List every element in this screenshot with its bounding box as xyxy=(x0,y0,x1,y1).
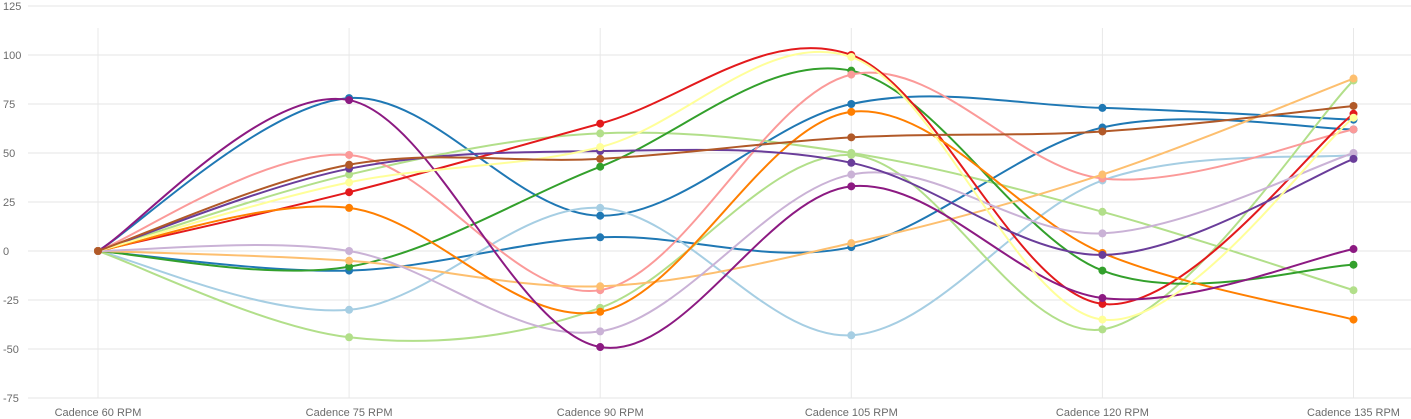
data-point[interactable] xyxy=(345,203,354,212)
data-point[interactable] xyxy=(1098,266,1107,275)
data-point[interactable] xyxy=(1349,101,1358,110)
x-tick-label: Cadence 105 RPM xyxy=(805,407,898,419)
data-point[interactable] xyxy=(596,343,605,352)
series-line xyxy=(97,95,1354,252)
data-point[interactable] xyxy=(1098,170,1107,179)
y-tick-label: -25 xyxy=(3,295,19,307)
data-point[interactable] xyxy=(345,96,354,105)
data-point[interactable] xyxy=(847,158,856,167)
series-line xyxy=(97,104,1354,252)
series-group xyxy=(94,47,1358,352)
y-tick-label: 100 xyxy=(3,50,21,62)
x-tick-label: Cadence 90 RPM xyxy=(557,407,644,419)
data-point[interactable] xyxy=(1349,113,1358,122)
data-point[interactable] xyxy=(1349,154,1358,163)
data-point[interactable] xyxy=(345,150,354,159)
data-point[interactable] xyxy=(345,188,354,197)
data-point[interactable] xyxy=(1349,125,1358,134)
x-tick-label: Cadence 135 RPM xyxy=(1307,407,1400,419)
series-line xyxy=(97,47,1355,306)
data-point[interactable] xyxy=(1098,207,1107,216)
y-tick-label: -75 xyxy=(3,393,19,405)
y-axis: 125 100 75 50 25 0 -25 -50 -75 xyxy=(3,1,21,405)
data-point[interactable] xyxy=(847,107,856,116)
data-point[interactable] xyxy=(847,239,856,248)
series-line xyxy=(97,50,1355,321)
data-point[interactable] xyxy=(1098,127,1107,136)
data-point[interactable] xyxy=(345,247,354,255)
series-line xyxy=(97,148,1354,256)
series-12 xyxy=(94,96,1358,352)
data-point[interactable] xyxy=(847,182,856,191)
data-point[interactable] xyxy=(847,133,856,142)
data-point[interactable] xyxy=(345,333,354,342)
data-point[interactable] xyxy=(847,331,856,340)
series-line xyxy=(97,71,1354,293)
y-tick-label: 75 xyxy=(3,99,15,111)
data-point[interactable] xyxy=(847,100,856,108)
series-9 xyxy=(94,107,1358,324)
data-point[interactable] xyxy=(1098,299,1107,308)
y-tick-label: 25 xyxy=(3,197,15,209)
data-point[interactable] xyxy=(847,170,856,179)
data-point[interactable] xyxy=(847,150,856,159)
series-line xyxy=(97,152,1354,334)
series-line xyxy=(97,79,1355,342)
data-point[interactable] xyxy=(596,203,605,212)
series-line xyxy=(97,118,1354,272)
data-point[interactable] xyxy=(1098,325,1107,334)
data-point[interactable] xyxy=(345,262,354,271)
x-tick-label: Cadence 75 RPM xyxy=(306,407,393,419)
data-point[interactable] xyxy=(596,327,605,336)
data-point[interactable] xyxy=(1098,294,1107,303)
x-axis: Cadence 60 RPM Cadence 75 RPM Cadence 90 R… xyxy=(55,407,1400,419)
data-point[interactable] xyxy=(345,256,354,265)
y-tick-label: -50 xyxy=(3,344,19,356)
data-point[interactable] xyxy=(596,307,605,316)
data-point[interactable] xyxy=(1098,103,1107,112)
series-line xyxy=(97,110,1354,321)
data-point[interactable] xyxy=(1098,250,1107,259)
data-point[interactable] xyxy=(345,305,354,314)
data-point[interactable] xyxy=(596,143,605,152)
data-point[interactable] xyxy=(1349,315,1358,324)
series-line xyxy=(97,67,1354,285)
data-point[interactable] xyxy=(596,129,605,138)
data-point[interactable] xyxy=(596,233,605,242)
series-line xyxy=(97,97,1354,349)
data-point[interactable] xyxy=(345,160,354,169)
data-point[interactable] xyxy=(596,211,605,220)
x-tick-label: Cadence 60 RPM xyxy=(55,407,142,419)
data-point[interactable] xyxy=(1349,245,1358,254)
y-tick-label: 125 xyxy=(3,1,21,13)
data-point[interactable] xyxy=(94,247,102,255)
y-tick-label: 0 xyxy=(3,246,9,258)
data-point[interactable] xyxy=(1349,286,1358,295)
series-line xyxy=(97,77,1354,288)
data-point[interactable] xyxy=(596,154,605,163)
data-point[interactable] xyxy=(596,162,605,171)
data-point[interactable] xyxy=(847,52,856,61)
data-point[interactable] xyxy=(596,282,605,291)
data-point[interactable] xyxy=(1098,229,1107,238)
data-point[interactable] xyxy=(1349,260,1358,269)
series-line xyxy=(97,131,1354,292)
series-14 xyxy=(94,101,1358,255)
y-tick-label: 50 xyxy=(3,148,15,160)
data-point[interactable] xyxy=(345,178,354,187)
data-point[interactable] xyxy=(1349,149,1358,157)
data-point[interactable] xyxy=(1349,74,1358,83)
data-point[interactable] xyxy=(847,70,856,79)
x-tick-label: Cadence 120 RPM xyxy=(1056,407,1149,419)
data-point[interactable] xyxy=(596,119,605,128)
data-point[interactable] xyxy=(1098,315,1107,324)
data-point[interactable] xyxy=(345,170,354,179)
